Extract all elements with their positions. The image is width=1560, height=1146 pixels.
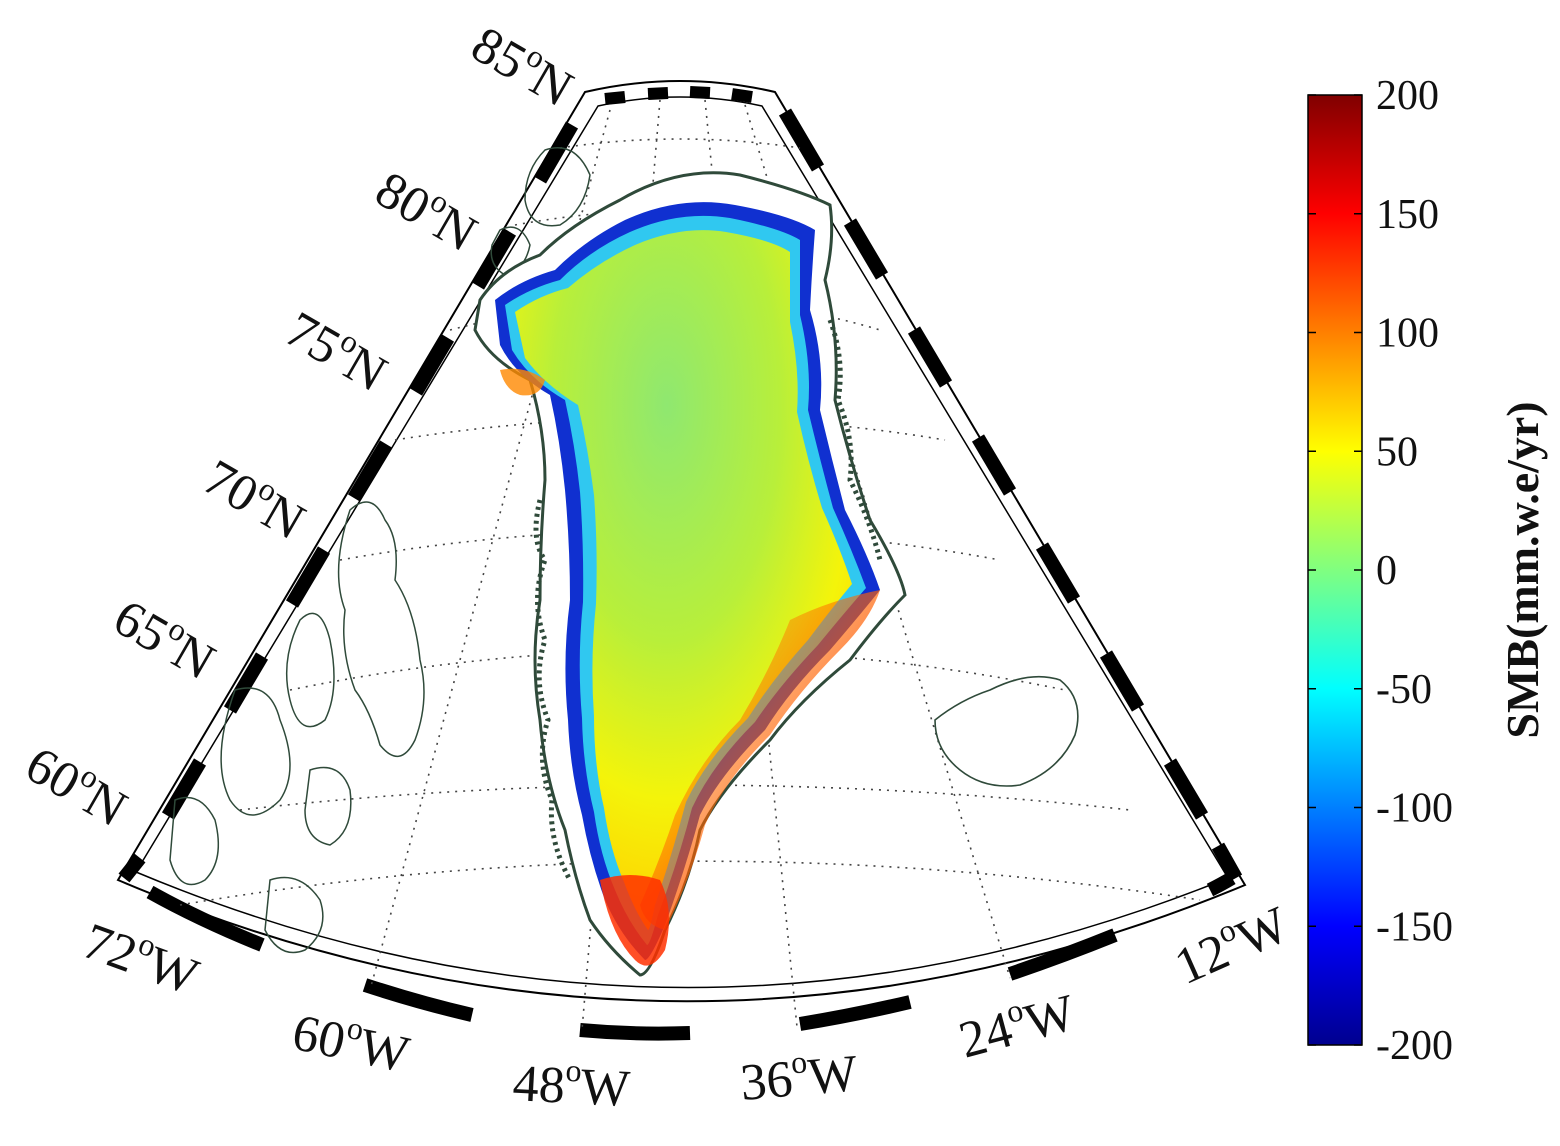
frame-left-segments [118,121,579,883]
lon-label-72: 72oW [76,907,208,1006]
colorbar-tick-label: -150 [1376,904,1453,950]
colorbar-tick-label: 100 [1376,311,1439,357]
lat-label-85: 85oN [462,11,585,118]
frame-top-segments [604,86,753,105]
canada-coastline [169,147,591,954]
lat-label-75: 75oN [276,296,399,403]
frame-bottom-segments [146,871,1236,1041]
lat-label-70: 70oN [194,444,317,551]
lon-label-36: 36oW [738,1039,860,1112]
colorbar-tick-label: 150 [1376,192,1439,238]
colorbar-tick-label: -100 [1376,786,1453,832]
colorbar-tick-label: 200 [1376,73,1439,119]
lat-label-65: 65oN [104,584,227,691]
lon-label-24: 24oW [952,978,1081,1069]
iceland-coastline [934,675,1079,787]
lon-label-48: 48oW [511,1049,631,1118]
colorbar-tick-label: 50 [1376,429,1418,475]
lon-label-60: 60oW [288,998,416,1084]
colorbar-title: SMB(mm.w.e/yr) [1497,401,1548,738]
colorbar: 200 150 100 50 0 -50 -100 -150 -200 SMB(mm.w.e/y… [1307,73,1548,1069]
frame-right-segments [778,108,1243,882]
colorbar-ticks: 200 150 100 50 0 -50 -100 -150 -200 [1308,73,1453,1069]
lat-label-80: 80oN [366,156,489,263]
lat-label-60: 60oN [16,731,139,838]
greenland-ice-sheet [473,171,907,977]
colorbar-tick-label: 0 [1376,548,1397,594]
colorbar-gradient [1307,94,1363,1046]
colorbar-tick-label: -50 [1376,667,1432,713]
colorbar-tick-label: -200 [1376,1023,1453,1069]
longitude-labels: 72oW 60oW 48oW 36oW 24oW 12oW [76,896,1297,1118]
